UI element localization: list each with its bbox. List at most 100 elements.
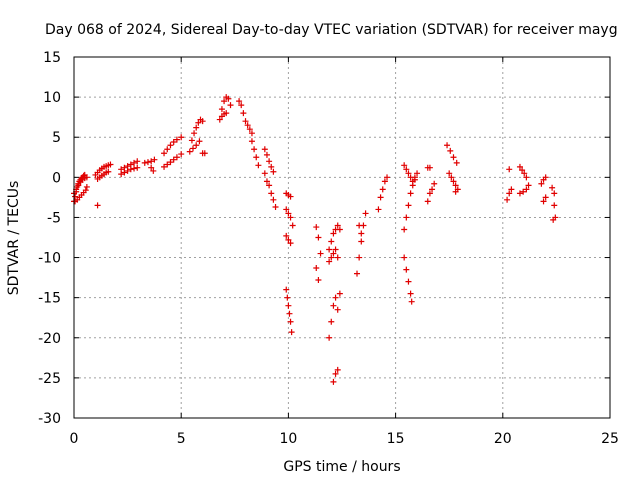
data-point: [248, 130, 255, 137]
y-tick-label: 10: [43, 90, 61, 106]
data-point: [287, 193, 294, 200]
data-point: [195, 119, 202, 126]
series-arc-3: [72, 183, 90, 205]
data-point: [452, 182, 459, 189]
data-point: [201, 150, 208, 157]
data-point: [170, 156, 177, 163]
data-point: [407, 190, 414, 197]
data-point: [549, 184, 556, 191]
data-point: [317, 250, 324, 257]
series-arc-29: [326, 290, 343, 341]
data-point: [75, 182, 82, 189]
data-point: [336, 290, 343, 297]
data-point: [411, 176, 418, 183]
data-point: [313, 224, 320, 231]
data-point: [193, 124, 200, 131]
data-point: [403, 266, 410, 273]
data-point: [82, 187, 89, 194]
series-arc-19: [261, 146, 277, 175]
data-point: [189, 145, 196, 152]
data-point: [266, 158, 273, 165]
y-tick-label: -20: [38, 331, 61, 347]
data-point: [148, 158, 155, 165]
series-arc-11: [161, 134, 185, 157]
series-arc-16: [216, 110, 230, 123]
data-point: [356, 222, 363, 229]
data-point: [272, 204, 279, 211]
series-arc-6: [94, 168, 112, 182]
data-point: [326, 246, 333, 253]
chart-title: Day 068 of 2024, Sidereal Day-to-day VTE…: [45, 22, 618, 38]
data-point: [332, 294, 339, 301]
data-point: [173, 136, 180, 143]
data-point: [253, 154, 260, 161]
data-point: [251, 146, 258, 153]
data-point: [216, 116, 223, 123]
data-point: [246, 126, 253, 133]
data-point: [448, 174, 455, 181]
data-point: [161, 163, 168, 170]
data-point: [240, 110, 247, 117]
data-point: [334, 306, 341, 313]
data-point: [362, 210, 369, 217]
series-arc-13: [188, 116, 206, 144]
x-tick-label: 5: [177, 431, 186, 447]
data-point: [542, 194, 549, 201]
data-point: [94, 202, 101, 209]
data-point: [167, 142, 174, 149]
data-point: [144, 159, 151, 166]
data-point: [315, 277, 322, 284]
data-point: [354, 270, 361, 277]
data-point: [283, 232, 290, 239]
data-point: [178, 134, 185, 141]
y-tick-label: -25: [38, 371, 61, 387]
y-tick-label: 0: [52, 170, 61, 186]
x-tick-label: 10: [279, 431, 297, 447]
data-point: [131, 165, 138, 172]
data-point: [261, 170, 268, 177]
data-point: [519, 167, 526, 174]
data-point: [313, 264, 320, 271]
data-point: [424, 198, 431, 205]
series-arc-17: [236, 98, 255, 137]
data-point: [429, 186, 436, 193]
data-point: [508, 186, 515, 193]
data-point: [148, 164, 155, 171]
data-point: [384, 174, 391, 181]
data-point: [285, 210, 292, 217]
data-point: [330, 250, 337, 257]
x-tick-label: 15: [387, 431, 405, 447]
series-arc-36: [401, 254, 415, 305]
plot-frame: [73, 56, 611, 419]
series-arc-32: [356, 222, 365, 237]
data-point: [284, 294, 291, 301]
data-point: [218, 106, 225, 113]
data-point: [379, 186, 386, 193]
data-point: [328, 254, 335, 261]
y-tick-label: 5: [52, 130, 61, 146]
y-tick-label: 15: [43, 50, 61, 66]
data-point: [358, 230, 365, 237]
data-point: [107, 161, 114, 168]
data-point: [334, 222, 341, 229]
data-point: [332, 246, 339, 253]
data-point: [131, 159, 138, 166]
series-arc-37: [424, 180, 438, 205]
data-point: [238, 102, 245, 109]
data-points: [71, 94, 559, 385]
data-point: [167, 159, 174, 166]
series-arc-22: [283, 206, 296, 229]
data-point: [336, 226, 343, 233]
data-point: [401, 162, 408, 169]
series-arc-5: [92, 161, 114, 178]
data-point: [223, 110, 230, 117]
series-arc-44: [538, 174, 549, 205]
data-point: [520, 188, 527, 195]
data-point: [446, 170, 453, 177]
data-point: [403, 166, 410, 173]
data-point: [407, 290, 414, 297]
data-point: [121, 169, 128, 176]
data-point: [263, 178, 270, 185]
data-point: [270, 168, 277, 175]
